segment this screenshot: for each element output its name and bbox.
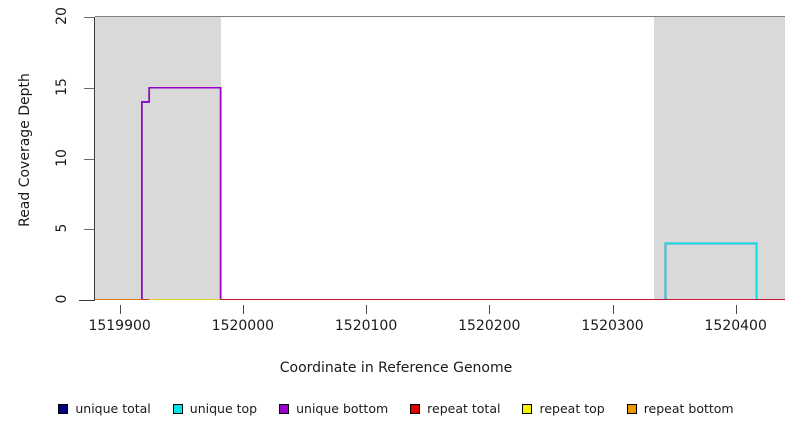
x-tick-label: 1520200	[458, 318, 521, 334]
legend-swatch-icon	[410, 404, 421, 414]
chart-legend: unique total unique top unique bottom repea…	[0, 398, 792, 420]
x-tick	[489, 305, 491, 314]
legend-label: unique top	[189, 401, 258, 416]
x-tick	[242, 305, 245, 314]
y-tick-label: 15	[54, 77, 70, 96]
series-unique-total	[95, 86, 785, 300]
legend-swatch-icon	[172, 404, 183, 414]
x-tick	[366, 305, 368, 314]
x-tick	[735, 305, 737, 314]
plot-top-border	[95, 16, 785, 17]
legend-swatch-icon	[279, 404, 290, 414]
legend-item-repeat-bottom[interactable]: repeat bottom	[626, 401, 734, 416]
x-tick-label: 1520000	[211, 318, 275, 334]
y-axis-line	[94, 17, 96, 301]
x-tick-label: 1520100	[334, 318, 398, 334]
legend-item-repeat-total[interactable]: repeat total	[410, 402, 500, 416]
legend-label: repeat total	[427, 401, 501, 416]
legend-label: repeat top	[539, 401, 605, 416]
y-tick-label: 20	[54, 7, 70, 25]
repeat-region-left	[95, 17, 221, 300]
legend-label: unique total	[75, 401, 151, 416]
y-tick-label: 5	[54, 223, 70, 233]
legend-item-unique-bottom[interactable]: unique bottom	[279, 402, 388, 416]
x-tick-label: 1520400	[704, 318, 767, 334]
y-tick	[84, 17, 94, 19]
legend-swatch-icon	[522, 404, 533, 414]
y-tick	[84, 158, 94, 160]
x-tick	[612, 305, 614, 314]
legend-label: repeat bottom	[643, 401, 734, 416]
series-unique-top	[95, 242, 785, 300]
legend-swatch-icon	[58, 404, 69, 414]
x-tick-label: 1519900	[88, 318, 151, 334]
repeat-region-right	[654, 17, 785, 300]
legend-item-unique-top[interactable]: unique top	[172, 401, 258, 416]
legend-item-repeat-top[interactable]: repeat top	[522, 401, 605, 416]
x-axis-title: Coordinate in Reference Genome	[279, 360, 513, 376]
y-tick-label: 0	[54, 294, 70, 304]
legend-swatch-icon	[626, 404, 637, 414]
x-tick-label: 1520300	[581, 318, 644, 334]
x-tick	[119, 305, 121, 314]
plot-area	[95, 17, 785, 300]
x-axis-origin-stub	[79, 300, 95, 302]
series-layer	[95, 86, 785, 300]
legend-label: unique bottom	[296, 401, 389, 416]
legend-item-unique-total[interactable]: unique total	[58, 401, 151, 416]
y-tick	[84, 87, 94, 89]
y-tick-label: 10	[54, 148, 70, 167]
y-axis-title: Read Coverage Depth	[17, 73, 33, 227]
y-tick	[84, 229, 94, 231]
series-unique-bottom	[95, 86, 785, 300]
